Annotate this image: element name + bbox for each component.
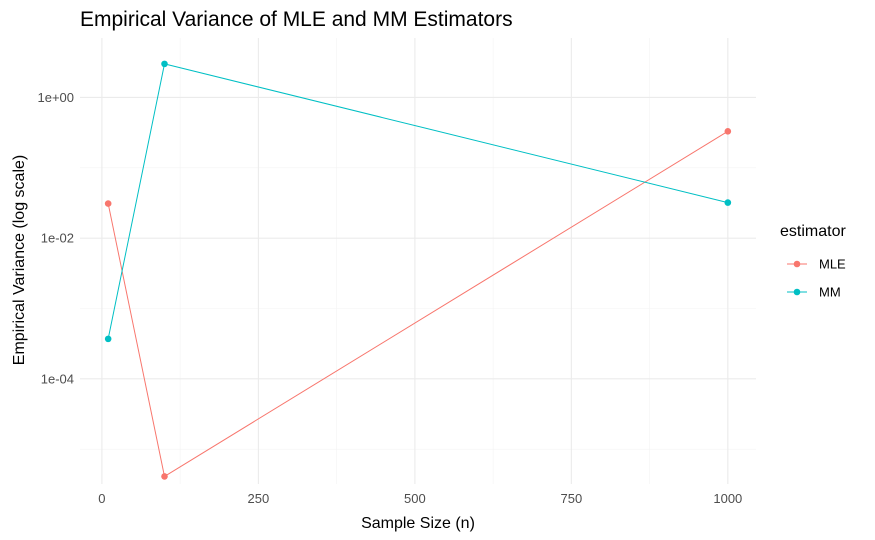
y-tick-label: 1e-02 xyxy=(41,231,74,246)
x-tick-label: 0 xyxy=(98,491,105,506)
legend-key-point-mm xyxy=(793,288,801,296)
x-tick-label: 1000 xyxy=(713,491,742,506)
series-line-mm xyxy=(107,63,728,339)
chart-title: Empirical Variance of MLE and MM Estimat… xyxy=(80,8,513,31)
series-line-mle xyxy=(107,130,729,478)
data-point-mle xyxy=(724,128,732,135)
legend-title: estimator xyxy=(780,223,846,240)
axes: 0 250 500 750 1000 1e-04 1e-02 1e+00 xyxy=(37,90,742,506)
data-point-mm xyxy=(724,199,732,206)
x-tick-label: 750 xyxy=(561,491,583,506)
y-tick-label: 1e+00 xyxy=(37,90,74,105)
y-tick-label: 1e-04 xyxy=(41,371,74,386)
legend-key-point-mle xyxy=(793,260,801,268)
legend-label-mm: MM xyxy=(819,285,841,300)
data-point-mle xyxy=(161,473,168,480)
x-axis-title: Sample Size (n) xyxy=(361,515,475,532)
y-axis-title: Empirical Variance (log scale) xyxy=(11,155,28,365)
x-tick-label: 250 xyxy=(248,491,270,506)
legend: estimator MLE MM xyxy=(780,223,846,300)
x-tick-label: 500 xyxy=(404,491,426,506)
series-layer xyxy=(104,60,732,480)
data-point-mm xyxy=(161,60,168,68)
grid xyxy=(80,38,756,484)
data-point-mm xyxy=(104,335,112,343)
data-point-mle xyxy=(104,200,112,207)
legend-label-mle: MLE xyxy=(819,257,846,272)
